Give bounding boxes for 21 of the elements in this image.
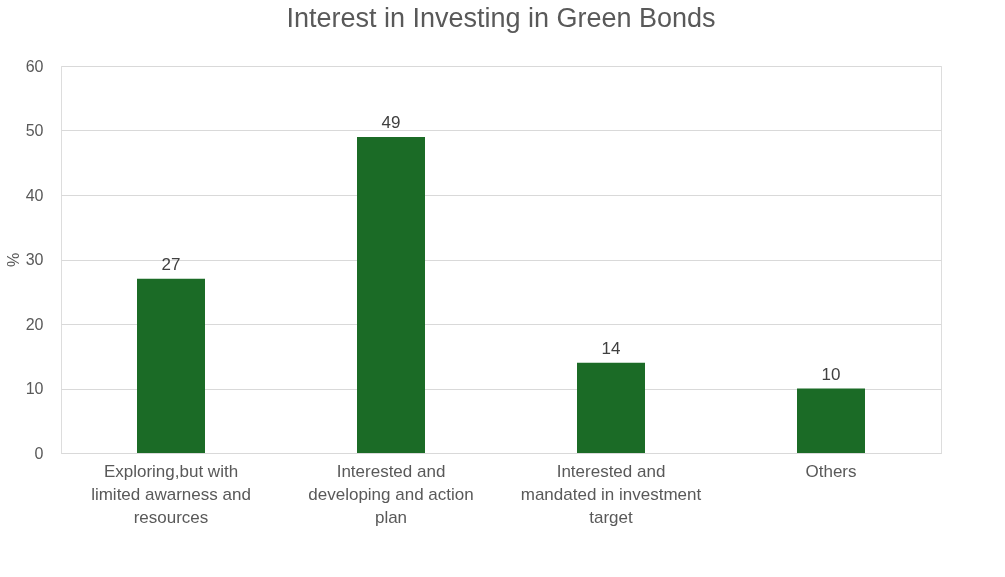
y-axis-title: % [4, 252, 22, 268]
x-tick-label: Others [805, 461, 857, 481]
y-tick-label: 50 [25, 122, 44, 139]
chart-title: Interest in Investing in Green Bonds [286, 3, 716, 33]
bar [577, 362, 645, 453]
data-label: 14 [601, 338, 621, 358]
y-tick-label: 40 [25, 186, 44, 204]
data-label: 49 [381, 112, 401, 132]
y-tick-label: 60 [25, 57, 44, 75]
bar [357, 136, 425, 453]
data-label: 10 [821, 364, 841, 384]
x-tick-label: Interested and mandated in investment target [520, 461, 702, 527]
x-tick-label: Exploring,but with limited awarness and resources [91, 461, 251, 527]
x-tick-label: Interested and developing and action plan [308, 461, 474, 527]
y-tick-label: 20 [25, 315, 44, 333]
y-tick-label: 30 [25, 251, 44, 268]
bar [137, 278, 205, 453]
bar [797, 388, 865, 453]
data-label: 27 [161, 254, 181, 274]
y-tick-label: 0 [34, 444, 44, 462]
y-tick-label: 10 [25, 380, 44, 397]
